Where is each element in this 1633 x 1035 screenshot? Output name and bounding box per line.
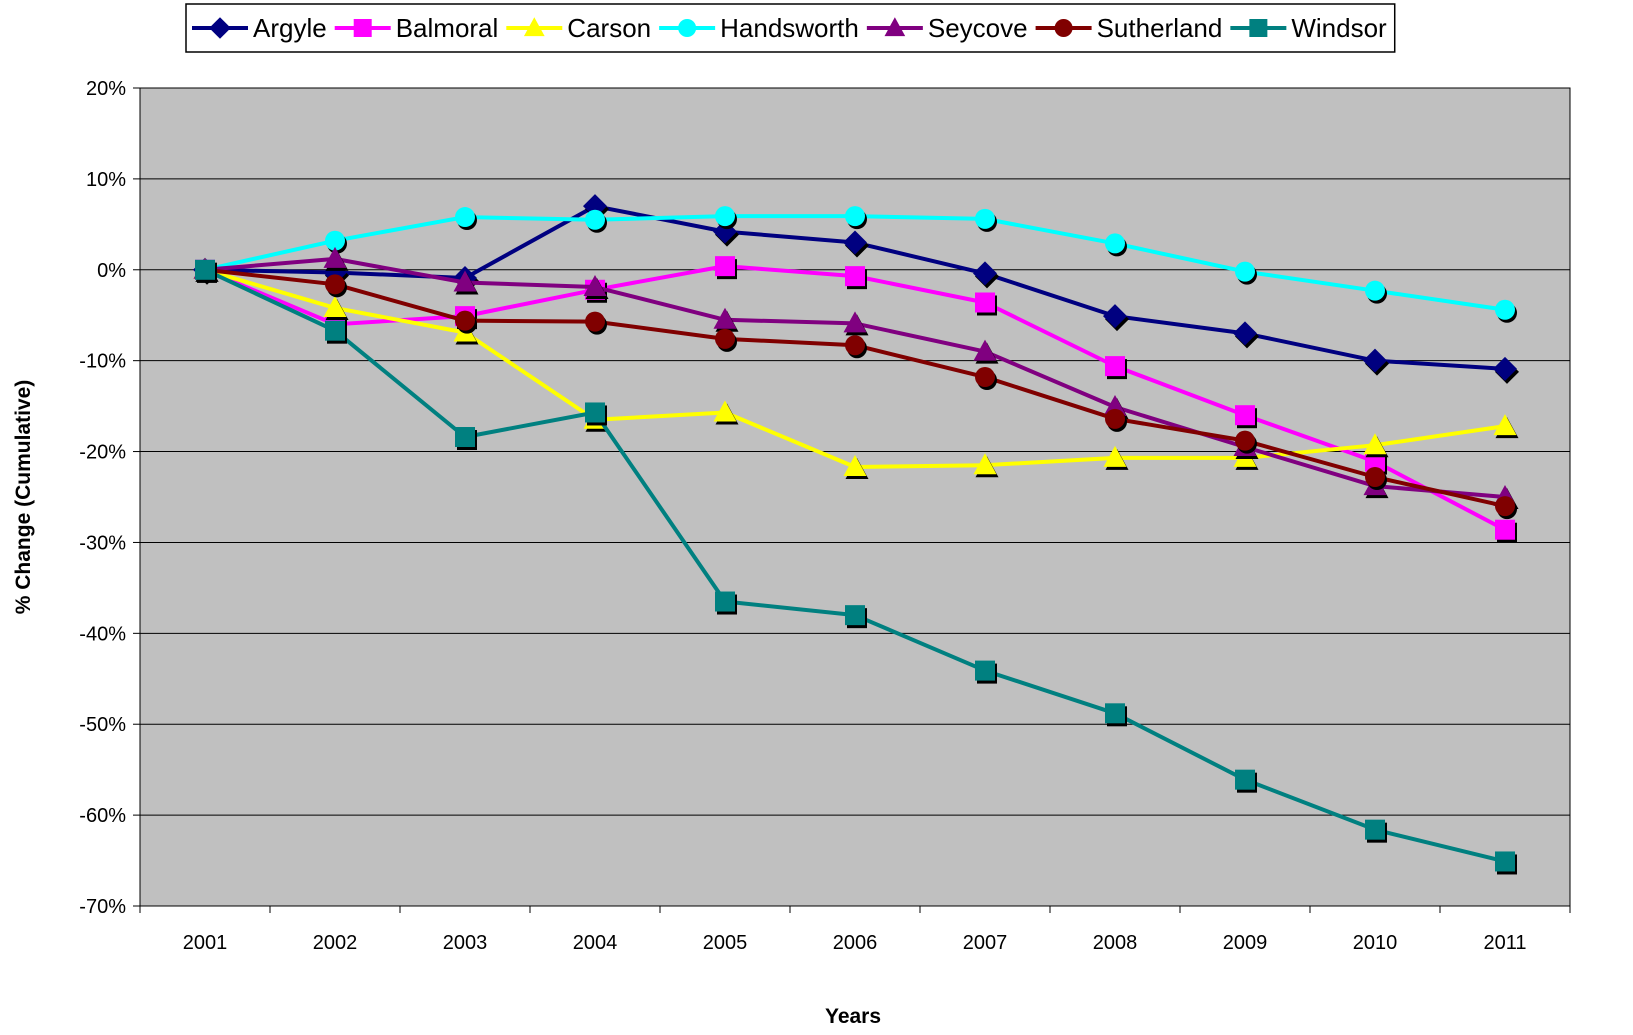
marker xyxy=(1235,430,1255,451)
marker xyxy=(1365,467,1385,488)
marker xyxy=(715,591,735,612)
legend: Argyle Balmoral Carson Handsworth Seycove Sut… xyxy=(185,3,1396,53)
marker xyxy=(975,208,995,229)
legend-label: Carson xyxy=(567,13,651,43)
y-tick-label: -70% xyxy=(79,896,126,918)
marker xyxy=(1365,280,1385,301)
x-tick-label: 2002 xyxy=(313,932,358,954)
legend-label: Argyle xyxy=(253,13,327,43)
marker xyxy=(1235,769,1255,790)
marker xyxy=(209,17,231,39)
marker xyxy=(1495,519,1515,540)
marker xyxy=(1495,496,1515,517)
marker xyxy=(353,19,372,37)
marker xyxy=(843,311,867,333)
marker xyxy=(325,320,345,341)
marker xyxy=(845,206,865,227)
marker xyxy=(1105,703,1125,724)
marker xyxy=(1495,299,1515,320)
marker xyxy=(845,605,865,626)
marker xyxy=(1495,851,1515,872)
x-tick-label: 2007 xyxy=(963,932,1008,954)
x-tick-label: 2006 xyxy=(833,932,878,954)
marker xyxy=(975,292,995,313)
y-tick-label: -20% xyxy=(79,442,126,464)
marker xyxy=(455,207,475,228)
y-tick-label: 20% xyxy=(86,78,126,100)
marker xyxy=(195,259,215,280)
marker xyxy=(323,246,347,268)
x-axis-label: Years xyxy=(825,1005,881,1028)
x-tick-label: 2010 xyxy=(1353,932,1398,954)
marker xyxy=(973,339,997,361)
marker xyxy=(323,295,347,317)
marker xyxy=(455,427,475,448)
y-tick-label: -10% xyxy=(79,351,126,373)
marker xyxy=(1493,356,1517,381)
marker xyxy=(713,400,737,422)
y-tick-label: -30% xyxy=(79,532,126,554)
marker xyxy=(715,328,735,349)
marker xyxy=(1105,233,1125,254)
marker xyxy=(1233,321,1257,346)
legend-label: Balmoral xyxy=(396,13,499,43)
marker xyxy=(455,310,475,331)
marker xyxy=(1054,19,1073,37)
marker xyxy=(1363,433,1387,455)
marker xyxy=(843,455,867,477)
marker xyxy=(523,17,545,37)
legend-label: Windsor xyxy=(1291,13,1387,43)
marker xyxy=(1493,414,1517,436)
y-tick-label: 0% xyxy=(97,260,126,282)
marker xyxy=(1105,408,1125,429)
marker xyxy=(1249,19,1268,37)
marker xyxy=(1235,405,1255,426)
plot-border xyxy=(139,87,1571,907)
marker xyxy=(585,209,605,230)
marker xyxy=(1363,348,1387,373)
legend-label: Handsworth xyxy=(720,13,859,43)
y-tick-label: -60% xyxy=(79,805,126,827)
marker xyxy=(715,256,735,277)
x-tick-label: 2001 xyxy=(183,932,228,954)
y-tick-label: -50% xyxy=(79,714,126,736)
x-tick-label: 2003 xyxy=(443,932,488,954)
marker xyxy=(975,367,995,388)
y-tick-label: -40% xyxy=(79,623,126,645)
marker xyxy=(973,453,997,475)
marker xyxy=(715,206,735,227)
marker xyxy=(884,17,906,37)
marker xyxy=(975,660,995,681)
marker xyxy=(845,335,865,356)
marker xyxy=(325,230,345,251)
marker xyxy=(1103,304,1127,329)
marker xyxy=(325,274,345,295)
legend-label: Sutherland xyxy=(1097,13,1223,43)
marker xyxy=(973,261,997,286)
marker xyxy=(845,266,865,287)
x-tick-label: 2011 xyxy=(1483,932,1526,954)
marker xyxy=(1365,819,1385,840)
marker xyxy=(453,270,477,292)
x-tick-label: 2009 xyxy=(1223,932,1268,954)
y-axis-label: % Change (Cumulative) xyxy=(12,380,35,615)
marker xyxy=(585,402,605,423)
marker xyxy=(1105,356,1125,377)
marker xyxy=(713,307,737,329)
x-tick-label: 2005 xyxy=(703,932,748,954)
marker xyxy=(843,230,867,255)
y-tick-label: 10% xyxy=(86,169,126,191)
marker xyxy=(583,275,607,297)
x-tick-label: 2008 xyxy=(1093,932,1138,954)
x-tick-label: 2004 xyxy=(573,932,618,954)
legend-label: Seycove xyxy=(928,13,1028,43)
marker xyxy=(585,311,605,332)
marker xyxy=(1235,261,1255,282)
marker xyxy=(678,19,697,37)
marker xyxy=(1103,445,1127,467)
